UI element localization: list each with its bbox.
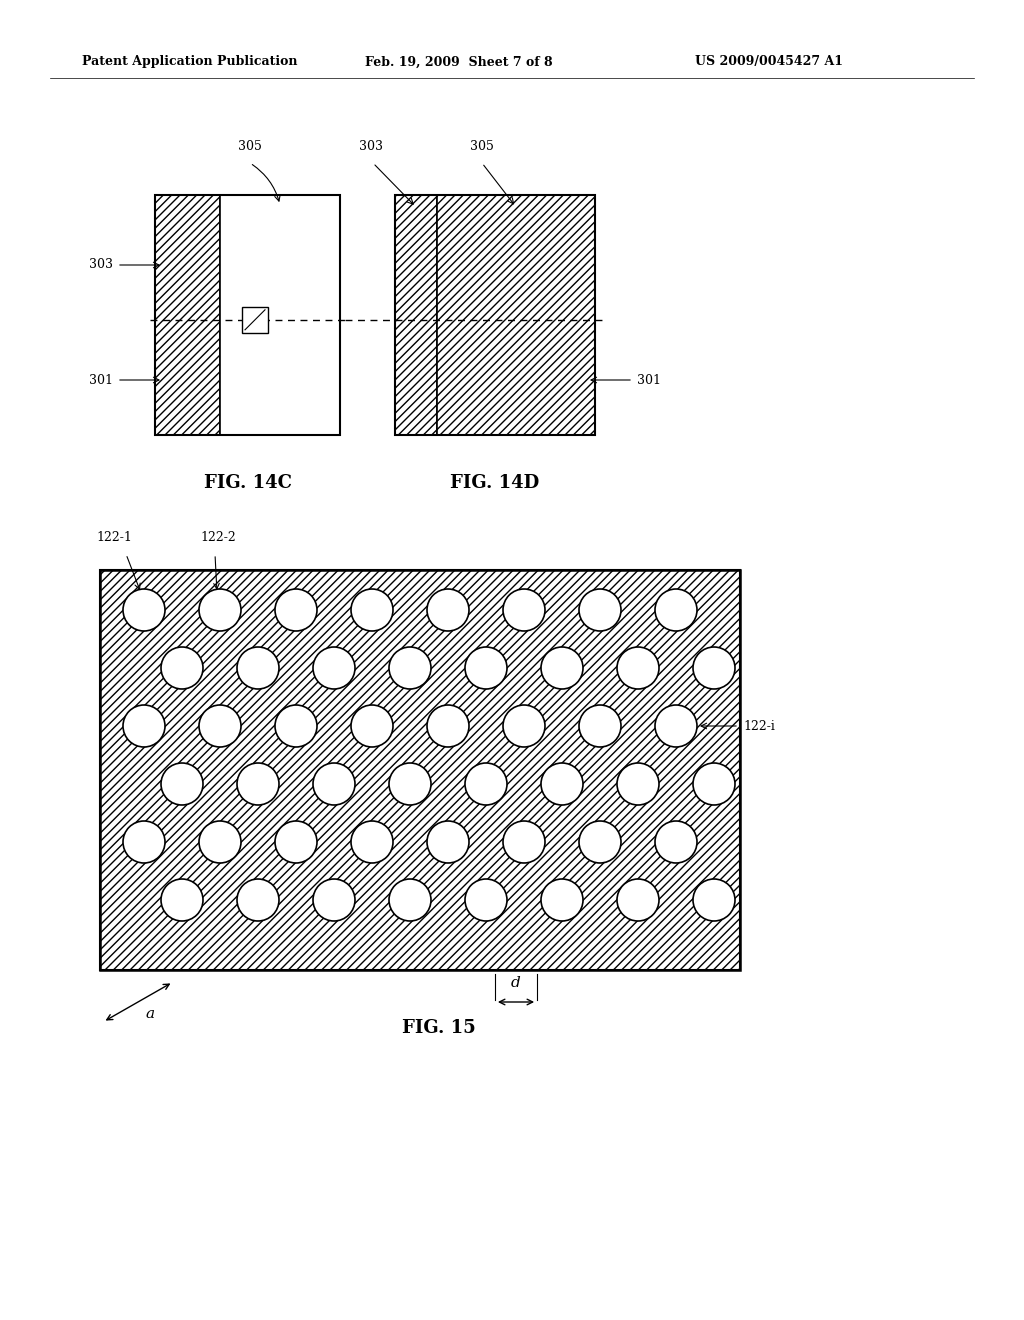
Circle shape <box>503 821 545 863</box>
Circle shape <box>237 763 279 805</box>
Circle shape <box>161 647 203 689</box>
Circle shape <box>693 763 735 805</box>
Circle shape <box>389 647 431 689</box>
Circle shape <box>655 705 697 747</box>
Text: 122-2: 122-2 <box>200 531 236 544</box>
Circle shape <box>465 763 507 805</box>
Circle shape <box>465 647 507 689</box>
Circle shape <box>199 821 241 863</box>
Text: FIG. 14C: FIG. 14C <box>204 474 292 492</box>
Text: 301: 301 <box>89 374 113 387</box>
Circle shape <box>579 589 621 631</box>
Circle shape <box>617 647 659 689</box>
Text: FIG. 14D: FIG. 14D <box>451 474 540 492</box>
Text: 301: 301 <box>637 374 662 387</box>
Circle shape <box>161 763 203 805</box>
Circle shape <box>123 705 165 747</box>
Circle shape <box>351 589 393 631</box>
Circle shape <box>617 763 659 805</box>
Circle shape <box>655 821 697 863</box>
Circle shape <box>427 589 469 631</box>
Text: 303: 303 <box>89 259 113 272</box>
Text: 305: 305 <box>470 140 494 153</box>
Circle shape <box>275 705 317 747</box>
Circle shape <box>275 589 317 631</box>
Text: Patent Application Publication: Patent Application Publication <box>82 55 298 69</box>
Circle shape <box>313 647 355 689</box>
Circle shape <box>389 763 431 805</box>
Circle shape <box>693 647 735 689</box>
Circle shape <box>351 705 393 747</box>
Text: US 2009/0045427 A1: US 2009/0045427 A1 <box>695 55 843 69</box>
Circle shape <box>465 879 507 921</box>
Bar <box>100 570 740 970</box>
Circle shape <box>123 821 165 863</box>
Text: d: d <box>511 975 521 990</box>
Circle shape <box>275 821 317 863</box>
Circle shape <box>579 705 621 747</box>
Circle shape <box>541 879 583 921</box>
Circle shape <box>199 705 241 747</box>
Circle shape <box>161 879 203 921</box>
Text: a: a <box>145 1007 155 1020</box>
Text: Feb. 19, 2009  Sheet 7 of 8: Feb. 19, 2009 Sheet 7 of 8 <box>365 55 553 69</box>
Circle shape <box>313 763 355 805</box>
Bar <box>395 195 437 436</box>
Circle shape <box>313 879 355 921</box>
Text: 122-i: 122-i <box>743 719 775 733</box>
Bar <box>242 306 268 333</box>
Text: 122-1: 122-1 <box>96 531 132 544</box>
Bar <box>155 195 340 436</box>
Circle shape <box>123 589 165 631</box>
Circle shape <box>693 879 735 921</box>
Text: FIG. 15: FIG. 15 <box>402 1019 476 1038</box>
Circle shape <box>199 589 241 631</box>
Text: 303: 303 <box>359 140 383 153</box>
Circle shape <box>655 589 697 631</box>
Text: 305: 305 <box>238 140 262 153</box>
Bar <box>155 195 220 436</box>
Circle shape <box>541 763 583 805</box>
Circle shape <box>389 879 431 921</box>
Circle shape <box>579 821 621 863</box>
Circle shape <box>427 705 469 747</box>
Circle shape <box>351 821 393 863</box>
Bar <box>100 570 740 970</box>
Circle shape <box>617 879 659 921</box>
Circle shape <box>503 589 545 631</box>
Circle shape <box>237 647 279 689</box>
Circle shape <box>503 705 545 747</box>
Circle shape <box>237 879 279 921</box>
Bar <box>395 195 595 436</box>
Circle shape <box>427 821 469 863</box>
Bar <box>220 195 340 436</box>
Bar <box>437 195 595 436</box>
Circle shape <box>541 647 583 689</box>
